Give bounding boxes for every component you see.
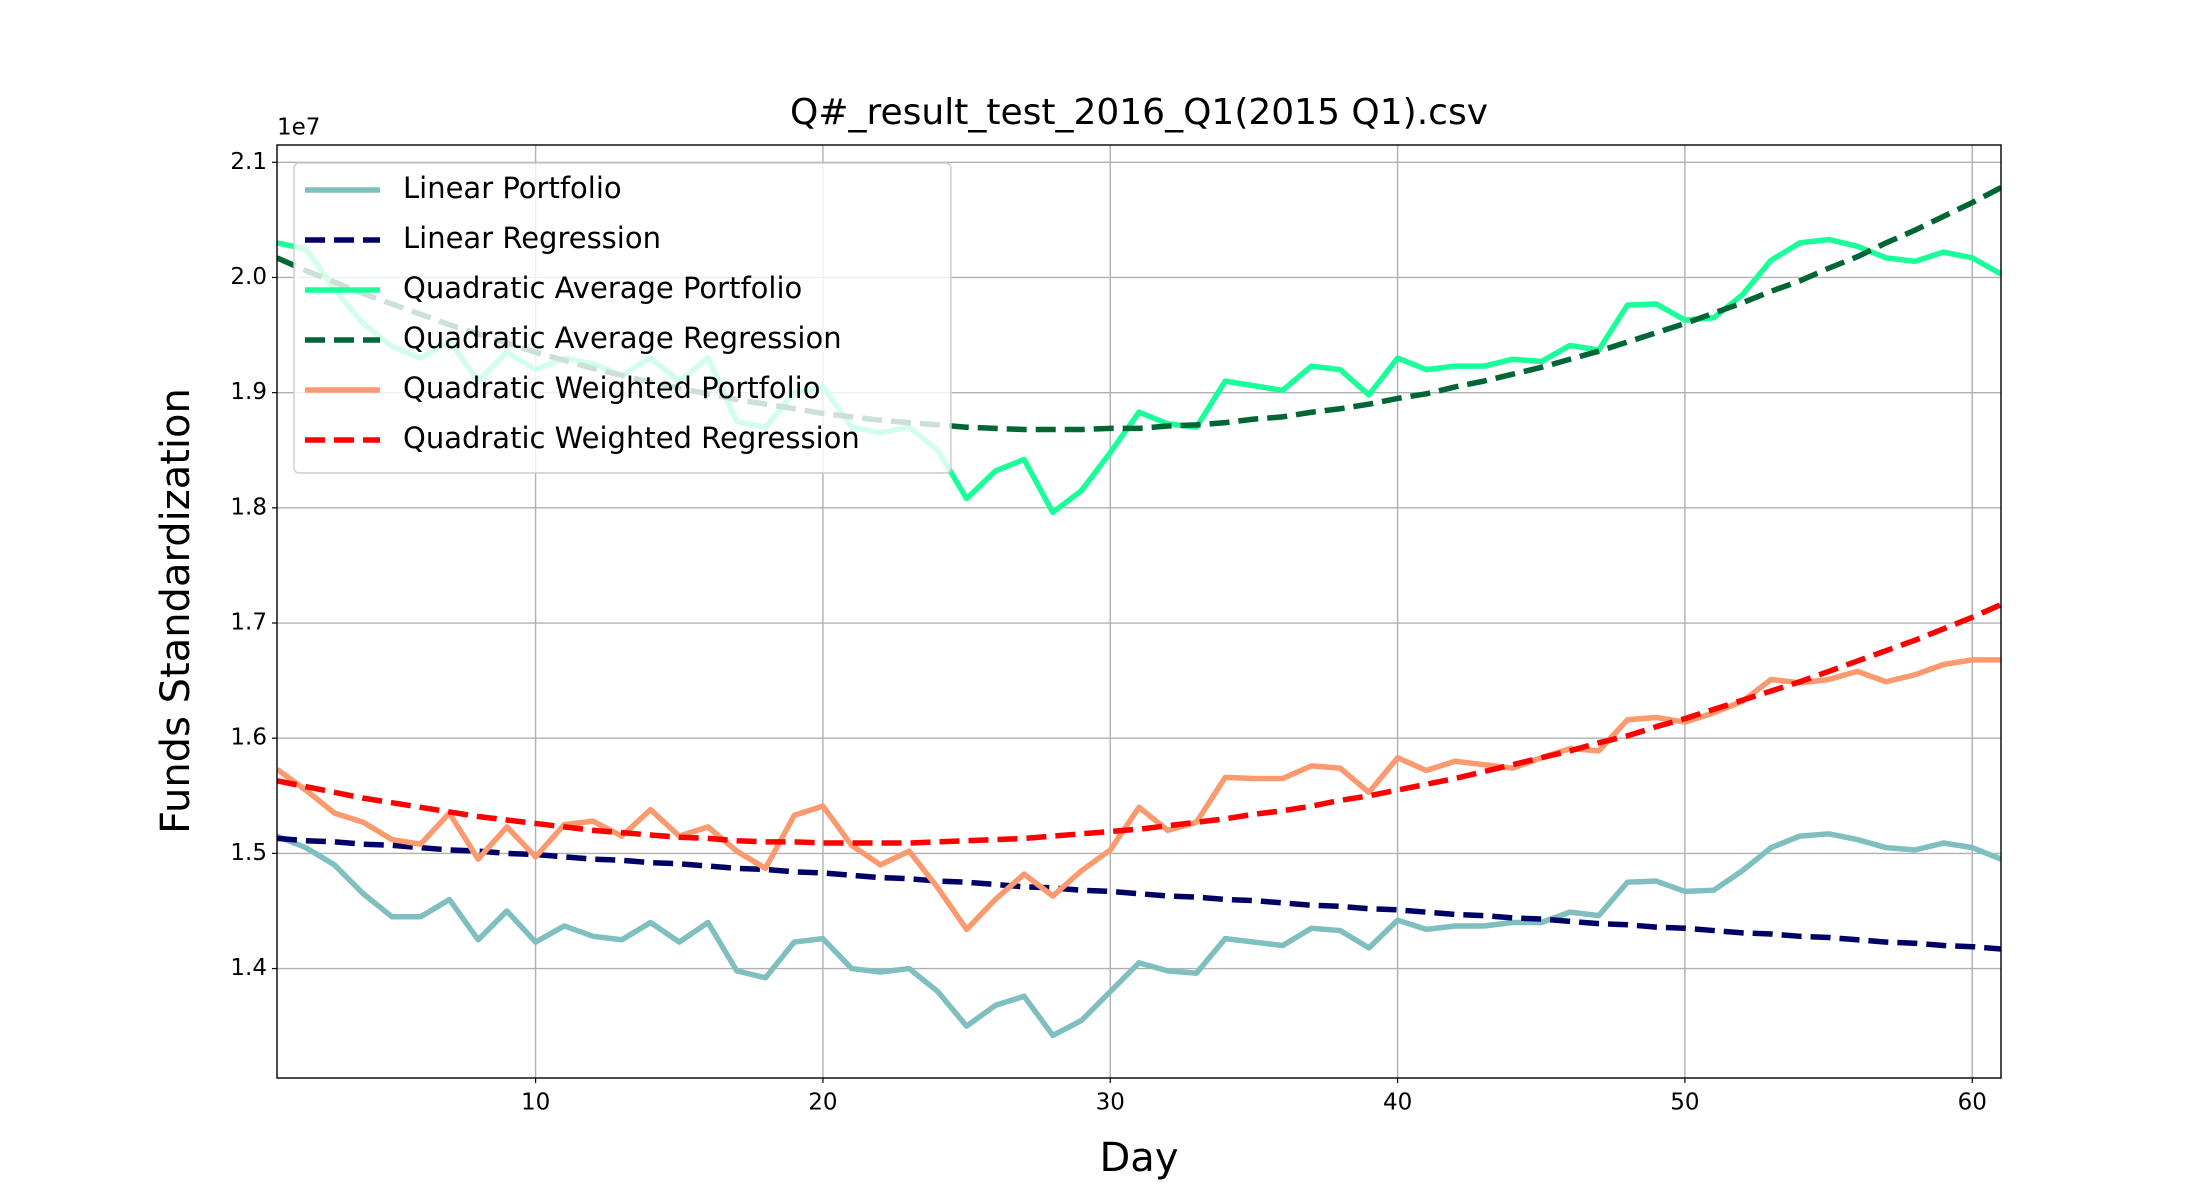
series-line (277, 835, 2001, 952)
series-line (277, 602, 2001, 846)
legend-label: Quadratic Weighted Portfolio (403, 371, 820, 405)
legend-label: Quadratic Average Portfolio (403, 271, 802, 305)
y-tick-label: 1.6 (230, 725, 267, 751)
series-line (277, 831, 2001, 1039)
legend-label: Linear Portfolio (403, 171, 622, 205)
chart-title: Q#_result_test_2016_Q1(2015 Q1).csv (790, 92, 1488, 133)
legend-label: Quadratic Weighted Regression (403, 421, 860, 455)
y-offset-label: 1e7 (277, 115, 320, 141)
legend-box (293, 162, 952, 474)
legend: Linear Portfolio Linear Regression Quadrat… (293, 162, 952, 474)
legend-label: Quadratic Average Regression (403, 321, 842, 355)
y-tick-label: 2.1 (230, 149, 267, 175)
x-axis-label: Day (1100, 1135, 1179, 1181)
x-tick-label: 20 (808, 1090, 837, 1116)
y-tick-label: 1.7 (230, 610, 267, 636)
x-tick-label: 40 (1383, 1090, 1412, 1116)
y-tick-label: 1.8 (230, 494, 267, 520)
y-axis-label: Funds Standardization (153, 388, 199, 834)
x-tick-label: 10 (521, 1090, 550, 1116)
y-tick-label: 1.9 (230, 379, 267, 405)
y-tick-label: 2.0 (230, 264, 267, 290)
plot-frame (276, 144, 2002, 1079)
x-tick-label: 60 (1958, 1090, 1987, 1116)
x-tick-label: 50 (1670, 1090, 1699, 1116)
legend-label: Linear Regression (403, 221, 661, 255)
y-tick-label: 1.4 (230, 955, 267, 981)
x-tick-label: 30 (1096, 1090, 1125, 1116)
y-tick-label: 1.5 (230, 840, 267, 866)
